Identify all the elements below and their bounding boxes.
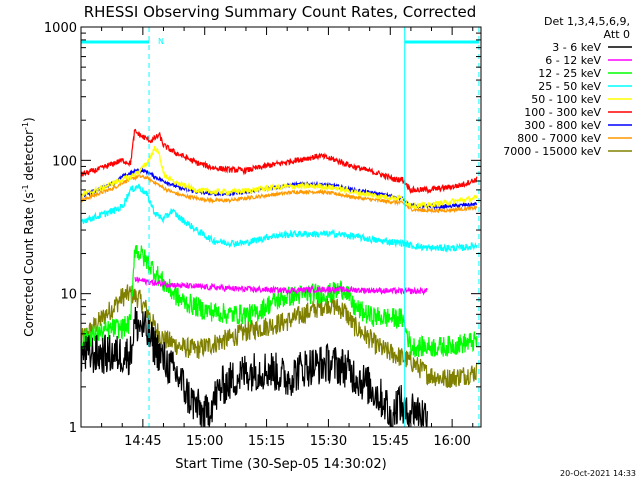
series-line-6-12-kev-kev [134, 276, 428, 296]
legend-label-800-7000-kev: 800 - 7000 keV [517, 132, 601, 145]
series-line-12-25-kev-kev [81, 244, 478, 358]
y-tick-label: 10 [60, 288, 77, 303]
x-tick-label: 15:00 [186, 434, 223, 449]
y-axis-label: Corrected Count Rate (s-1 detector-1) [21, 117, 36, 336]
legend-label-100-300-kev: 100 - 300 keV [524, 106, 601, 119]
series-line-50-100-kev-kev [81, 145, 478, 211]
x-tick-label: 15:15 [248, 434, 285, 449]
y-tick-label: 1000 [44, 21, 77, 36]
timestamp: 20-Oct-2021 14:33 [560, 469, 636, 478]
y-axis-label-end: ) [22, 117, 36, 122]
legend-label-3-6-kev: 3 - 6 keV [552, 41, 601, 54]
legend-header-line-2: Att 0 [604, 28, 630, 41]
series-line-3-6-kev-kev [81, 306, 428, 427]
series-line-800-7000-kev-kev [81, 174, 478, 214]
y-axis-label-sup-1: -1 [21, 184, 30, 192]
legend-label-6-12-kev: 6 - 12 keV [545, 54, 601, 67]
series-line-100-300-kev-kev [81, 128, 478, 195]
series-line-25-50-kev-kev [81, 183, 478, 254]
legend-label-7000-15000-kev: 7000 - 15000 keV [503, 145, 601, 158]
x-tick-label: 15:45 [372, 434, 409, 449]
series-line-7000-15000-kev-kev [81, 284, 478, 389]
legend-label-25-50-kev: 25 - 50 keV [538, 80, 601, 93]
legend-label-12-25-kev: 12 - 25 keV [538, 67, 601, 80]
x-tick-label: 16:00 [433, 434, 470, 449]
plot-area: N [81, 27, 480, 427]
x-tick-label: 14:45 [124, 434, 161, 449]
y-axis: 1 10 100 1000 [44, 21, 481, 436]
legend-header-line-1: Det 1,3,4,5,6,9, [544, 15, 630, 28]
x-tick-label: 15:30 [310, 434, 347, 449]
x-axis: 14:45 15:00 15:15 15:30 15:45 16:00 [80, 27, 474, 449]
legend-label-50-100-kev: 50 - 100 keV [531, 93, 601, 106]
y-axis-label-main: Corrected Count Rate (s [22, 192, 36, 336]
plot-frame [80, 26, 482, 428]
y-tick-label: 100 [52, 154, 77, 169]
chart-title: RHESSI Observing Summary Count Rates, Co… [84, 3, 477, 21]
x-axis-label: Start Time (30-Sep-05 14:30:02) [175, 457, 386, 472]
y-axis-label-sup-2: -1 [21, 122, 30, 130]
y-tick-label: 1 [69, 421, 77, 436]
annotation-n: N [158, 37, 164, 46]
y-axis-label-mid: detector [22, 130, 36, 185]
legend-label-300-800-kev: 300 - 800 keV [524, 119, 601, 132]
